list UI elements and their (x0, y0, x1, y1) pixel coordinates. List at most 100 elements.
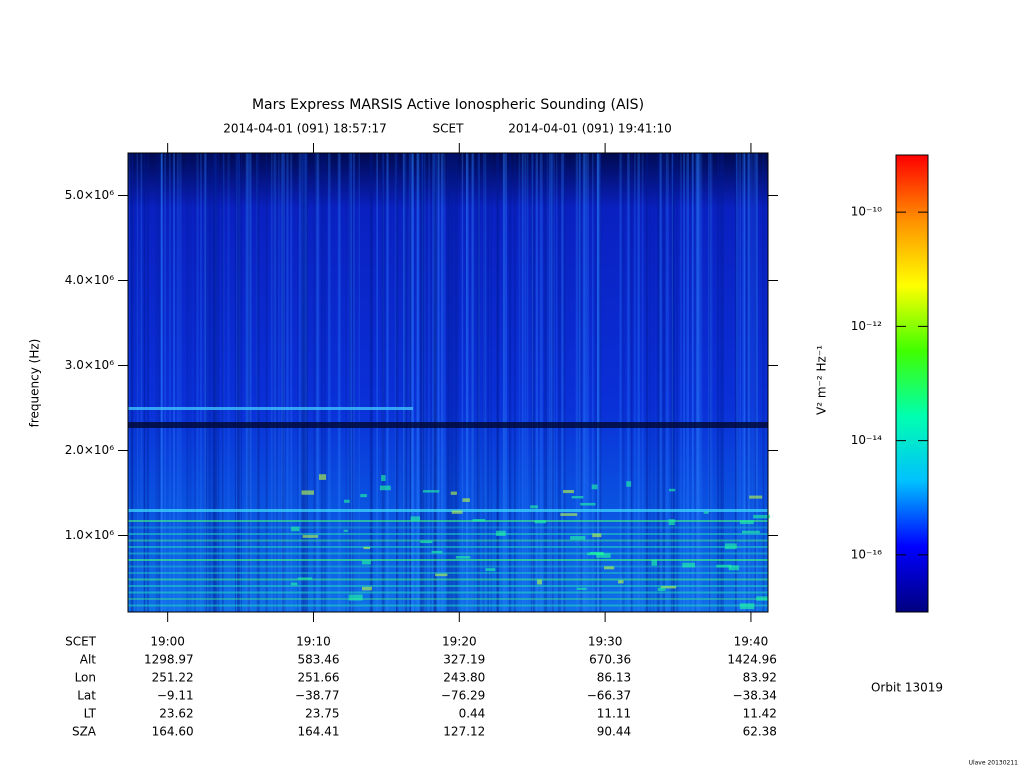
ephemeris-label: LT (84, 707, 97, 721)
texture-stripe (708, 153, 711, 612)
ephemeris-value: 164.60 (152, 725, 194, 739)
texture-stripe (471, 153, 474, 612)
ephemeris-value: −9.11 (157, 689, 194, 703)
texture-stripe (424, 153, 426, 612)
texture-stripe (754, 153, 756, 612)
texture-stripe (433, 153, 436, 612)
texture-stripe (736, 153, 739, 612)
texture-stripe (143, 153, 145, 612)
texture-stripe (304, 153, 308, 612)
ephemeris-label: SZA (72, 725, 97, 739)
texture-stripe (478, 153, 480, 612)
texture-stripe (177, 153, 181, 612)
texture-blob (379, 485, 391, 491)
texture-stripe (656, 153, 660, 612)
texture-stripe (709, 153, 713, 612)
texture-stripe (396, 153, 399, 612)
texture-stripe (596, 153, 599, 612)
texture-stripe (204, 153, 207, 612)
texture-blob (496, 530, 506, 536)
texture-stripe (433, 153, 436, 612)
ephemeris-value: 243.80 (443, 671, 485, 685)
texture-stripe (630, 153, 633, 612)
texture-stripe (425, 153, 428, 612)
texture-blob (756, 596, 768, 601)
texture-stripe (549, 153, 551, 612)
texture-stripe (248, 153, 252, 612)
colorbar-tick-label: 10⁻¹⁴ (851, 433, 882, 447)
texture-blob (297, 577, 313, 580)
plot-frame (127, 152, 769, 613)
ephemeris-value: 11.11 (597, 707, 631, 721)
texture-stripe (716, 153, 720, 612)
texture-stripe (503, 153, 506, 612)
subtitle-end: 2014-04-01 (091) 19:41:10 (508, 122, 672, 136)
texture-blob (318, 474, 327, 480)
texture-stripe (496, 153, 499, 612)
ephemeris-label: SCET (65, 635, 97, 649)
texture-stripe (236, 153, 240, 612)
texture-stripe (691, 153, 695, 612)
texture-stripe (471, 153, 475, 612)
texture-stripe (283, 153, 286, 612)
texture-stripe (622, 153, 625, 612)
texture-blob (592, 533, 602, 538)
texture-band (128, 572, 768, 574)
texture-stripe (695, 153, 697, 612)
texture-stripe (173, 153, 175, 612)
texture-stripe (686, 153, 690, 612)
texture-stripe (548, 153, 552, 612)
texture-stripe (561, 153, 565, 612)
texture-blob (435, 573, 448, 577)
texture-stripe (353, 153, 355, 612)
texture-stripe (543, 153, 546, 612)
texture-stripe (735, 153, 737, 612)
colorbar-label: V² m⁻² Hz⁻¹ (815, 345, 829, 415)
texture-band (128, 546, 768, 548)
texture-stripe (296, 153, 299, 612)
texture-stripe (160, 153, 163, 612)
texture-stripe (213, 153, 217, 612)
ephemeris-value: −38.77 (295, 689, 339, 703)
texture-stripe (509, 153, 511, 612)
texture-stripe (411, 153, 414, 612)
texture-stripe (619, 153, 622, 612)
texture-blob (660, 586, 677, 589)
texture-stripe (215, 153, 217, 612)
texture-stripe (345, 153, 347, 612)
texture-blob (668, 519, 675, 526)
texture-stripe (455, 153, 458, 612)
texture-stripe (524, 153, 526, 612)
texture-stripe (316, 153, 320, 612)
texture-stripe (535, 153, 538, 612)
texture-stripe (438, 153, 440, 612)
chart-title: Mars Express MARSIS Active Ionospheric S… (252, 97, 644, 113)
texture-stripe (394, 153, 397, 612)
colorbar (895, 154, 929, 613)
texture-stripe (327, 153, 331, 612)
texture-blob (420, 540, 433, 544)
texture-stripe (227, 153, 230, 612)
texture-stripe (743, 153, 746, 612)
texture-stripe (672, 153, 676, 612)
texture-stripe (721, 153, 724, 612)
texture-stripe (409, 153, 411, 612)
texture-stripe (482, 153, 484, 612)
texture-stripe (290, 153, 293, 612)
y-axis-label: frequency (Hz) (28, 339, 42, 428)
texture-blob (450, 491, 457, 495)
ephemeris-value: 583.46 (297, 653, 339, 667)
texture-stripe (658, 153, 662, 612)
texture-band (128, 591, 768, 594)
texture-blob (534, 520, 547, 524)
texture-stripe (234, 153, 236, 612)
texture-stripe (521, 153, 524, 612)
texture-stripe (381, 153, 385, 612)
texture-stripe (278, 153, 280, 612)
texture-stripe (382, 153, 385, 612)
texture-stripe (505, 153, 508, 612)
spectrogram-background (128, 153, 768, 612)
texture-stripe (256, 153, 259, 612)
texture-stripe (734, 153, 737, 612)
